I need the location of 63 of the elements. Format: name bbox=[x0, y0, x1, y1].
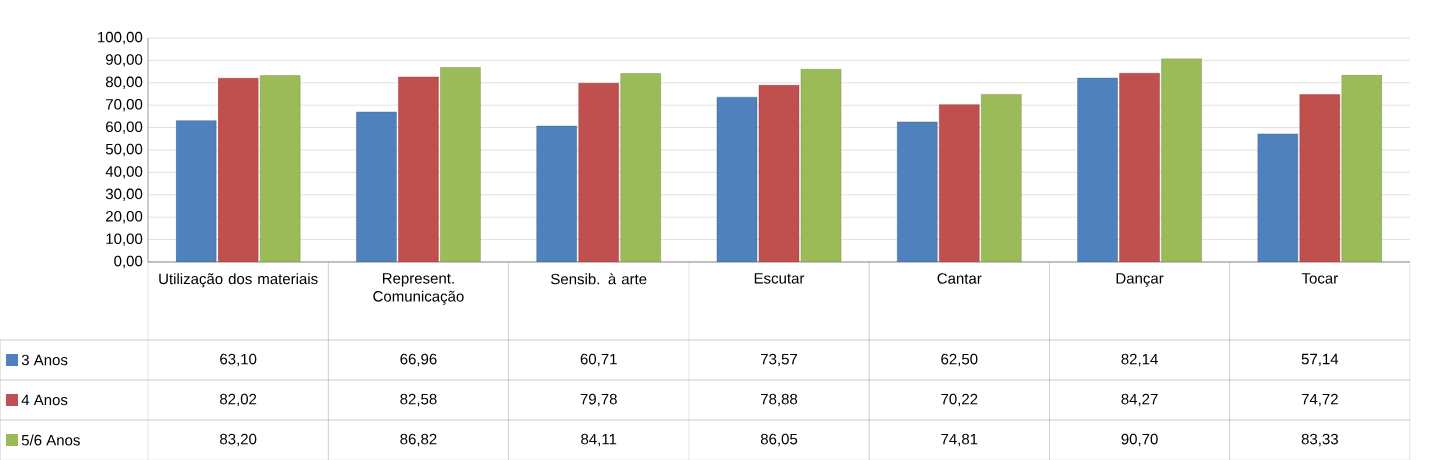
x-tick-label: Represent. Comunicação bbox=[373, 273, 464, 305]
data-label: 79,78 bbox=[580, 393, 617, 407]
bar bbox=[1077, 77, 1118, 262]
data-label: 90,70 bbox=[1121, 433, 1158, 447]
data-label: 57,14 bbox=[1301, 353, 1339, 367]
bar bbox=[175, 120, 217, 262]
bar bbox=[716, 97, 758, 262]
y-tick-label: 30,00 bbox=[105, 188, 143, 201]
bar bbox=[1161, 58, 1202, 262]
bar bbox=[578, 83, 619, 262]
legend-label: 3 Anos bbox=[21, 354, 68, 366]
data-label: 82,02 bbox=[220, 393, 257, 407]
x-tick-label: Cantar bbox=[937, 273, 982, 284]
data-label: 74,72 bbox=[1301, 393, 1338, 407]
y-tick-label: 80,00 bbox=[105, 76, 143, 89]
data-label: 86,05 bbox=[760, 433, 798, 447]
data-label: 74,81 bbox=[941, 433, 978, 447]
data-label: 62,50 bbox=[941, 353, 978, 367]
data-label: 83,20 bbox=[220, 433, 257, 447]
y-tick-label: 40,00 bbox=[105, 166, 143, 179]
bar bbox=[981, 94, 1022, 262]
bar bbox=[356, 111, 397, 262]
bar bbox=[259, 75, 301, 262]
y-tick-label: 20,00 bbox=[106, 210, 143, 224]
data-label: 83,33 bbox=[1301, 433, 1338, 447]
x-tick-label: Escutar bbox=[754, 273, 805, 284]
bar bbox=[1341, 75, 1383, 262]
legend-label: 4 Anos bbox=[21, 394, 68, 406]
y-tick-label: 90,00 bbox=[105, 54, 143, 67]
bar bbox=[217, 78, 259, 262]
data-label: 70,22 bbox=[941, 393, 978, 407]
bar bbox=[758, 85, 800, 262]
data-label: 66,96 bbox=[400, 353, 437, 367]
y-tick-label: 0,00 bbox=[114, 255, 143, 269]
y-tick-label: 60,00 bbox=[106, 121, 143, 134]
bar bbox=[1257, 133, 1299, 262]
bar bbox=[620, 73, 661, 262]
bar bbox=[1119, 73, 1160, 262]
x-tick-label: Utilização dos materiais bbox=[159, 273, 318, 288]
x-tick-label: Dançar bbox=[1116, 273, 1164, 287]
bar bbox=[800, 69, 842, 262]
data-label: 86,82 bbox=[400, 433, 437, 447]
data-label: 73,57 bbox=[761, 353, 798, 367]
data-label: 78,88 bbox=[761, 393, 798, 407]
data-label: 82,58 bbox=[400, 393, 437, 407]
y-tick-label: 70,00 bbox=[106, 98, 143, 112]
y-tick-label: 100,00 bbox=[98, 31, 143, 45]
y-tick-label: 10,00 bbox=[106, 233, 143, 246]
legend-label: 5/6 Anos bbox=[21, 434, 80, 446]
data-label: 84,11 bbox=[581, 433, 617, 447]
data-label: 84,27 bbox=[1121, 393, 1158, 407]
data-label: 60,71 bbox=[580, 353, 617, 367]
bar bbox=[440, 67, 481, 262]
bar bbox=[897, 121, 938, 262]
bar bbox=[1299, 94, 1341, 262]
data-label: 82,14 bbox=[1121, 353, 1158, 367]
x-tick-label: Tocar bbox=[1301, 273, 1338, 284]
bar bbox=[939, 104, 980, 262]
y-tick-label: 50,00 bbox=[105, 143, 143, 157]
bar bbox=[536, 125, 577, 262]
x-tick-label: Sensib. à arte bbox=[551, 273, 647, 285]
data-label: 63,10 bbox=[220, 353, 257, 367]
bar bbox=[398, 76, 439, 262]
